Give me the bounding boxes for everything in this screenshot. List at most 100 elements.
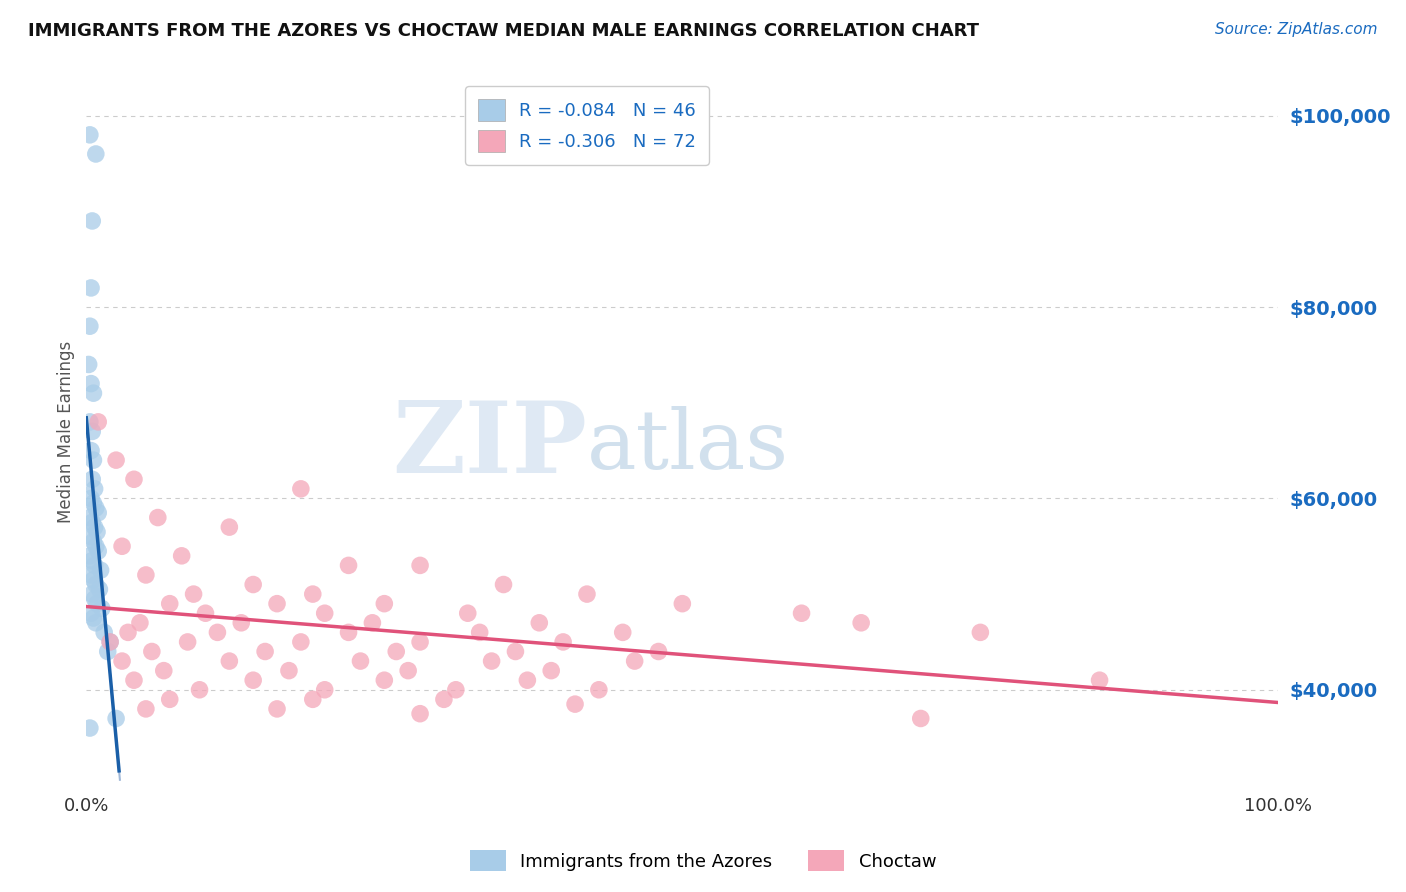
- Point: [80, 568, 103, 582]
- Point: [97, 644, 120, 658]
- Point: [188, 682, 211, 697]
- Point: [242, 673, 264, 688]
- Point: [194, 606, 217, 620]
- Point: [254, 644, 277, 658]
- Point: [82, 611, 104, 625]
- Text: ZIP: ZIP: [392, 397, 586, 494]
- Point: [141, 644, 163, 658]
- Point: [373, 597, 395, 611]
- Point: [105, 711, 128, 725]
- Point: [79, 721, 101, 735]
- Point: [468, 625, 491, 640]
- Point: [301, 692, 323, 706]
- Text: IMMIGRANTS FROM THE AZORES VS CHOCTAW MEDIAN MALE EARNINGS CORRELATION CHART: IMMIGRANTS FROM THE AZORES VS CHOCTAW ME…: [28, 22, 979, 40]
- Point: [79, 128, 101, 142]
- Point: [385, 644, 408, 658]
- Point: [83, 482, 105, 496]
- Point: [159, 692, 181, 706]
- Point: [231, 615, 253, 630]
- Point: [433, 692, 456, 706]
- Point: [529, 615, 551, 630]
- Point: [117, 625, 139, 640]
- Point: [84, 577, 107, 591]
- Point: [301, 587, 323, 601]
- Point: [83, 520, 105, 534]
- Point: [129, 615, 152, 630]
- Point: [159, 597, 181, 611]
- Point: [80, 376, 103, 391]
- Point: [266, 597, 288, 611]
- Point: [84, 500, 107, 515]
- Point: [82, 386, 104, 401]
- Point: [516, 673, 538, 688]
- Point: [82, 587, 104, 601]
- Legend: R = -0.084   N = 46, R = -0.306   N = 72: R = -0.084 N = 46, R = -0.306 N = 72: [465, 87, 709, 165]
- Point: [349, 654, 371, 668]
- Point: [111, 539, 134, 553]
- Point: [170, 549, 193, 563]
- Point: [98, 635, 121, 649]
- Point: [122, 673, 145, 688]
- Point: [152, 664, 174, 678]
- Point: [80, 281, 103, 295]
- Point: [409, 635, 432, 649]
- Point: [80, 443, 103, 458]
- Point: [105, 453, 128, 467]
- Point: [183, 587, 205, 601]
- Point: [84, 147, 107, 161]
- Point: [83, 591, 105, 606]
- Point: [84, 539, 107, 553]
- Text: Source: ZipAtlas.com: Source: ZipAtlas.com: [1215, 22, 1378, 37]
- Point: [647, 644, 669, 658]
- Point: [83, 558, 105, 573]
- Point: [77, 358, 100, 372]
- Point: [910, 711, 932, 725]
- Point: [79, 549, 101, 563]
- Point: [575, 587, 598, 601]
- Point: [396, 664, 419, 678]
- Point: [82, 496, 104, 510]
- Text: atlas: atlas: [586, 406, 789, 485]
- Point: [207, 625, 229, 640]
- Point: [90, 563, 112, 577]
- Point: [540, 664, 562, 678]
- Point: [87, 544, 110, 558]
- Point: [314, 606, 336, 620]
- Legend: Immigrants from the Azores, Choctaw: Immigrants from the Azores, Choctaw: [463, 843, 943, 879]
- Point: [122, 472, 145, 486]
- Point: [553, 635, 575, 649]
- Point: [612, 625, 634, 640]
- Point: [79, 415, 101, 429]
- Point: [218, 520, 240, 534]
- Point: [79, 510, 101, 524]
- Point: [314, 682, 336, 697]
- Point: [176, 635, 198, 649]
- Point: [457, 606, 479, 620]
- Point: [481, 654, 503, 668]
- Point: [849, 615, 872, 630]
- Point: [82, 553, 104, 567]
- Point: [266, 702, 288, 716]
- Point: [373, 673, 395, 688]
- Point: [492, 577, 515, 591]
- Point: [79, 319, 101, 334]
- Point: [82, 534, 104, 549]
- Point: [89, 582, 111, 597]
- Point: [98, 635, 121, 649]
- Point: [278, 664, 301, 678]
- Point: [82, 453, 104, 467]
- Point: [337, 558, 360, 573]
- Point: [82, 516, 104, 530]
- Point: [82, 425, 104, 439]
- Point: [671, 597, 693, 611]
- Point: [80, 606, 103, 620]
- Point: [242, 577, 264, 591]
- Point: [409, 706, 432, 721]
- Point: [146, 510, 169, 524]
- Point: [790, 606, 813, 620]
- Point: [82, 573, 104, 587]
- Point: [218, 654, 240, 668]
- Point: [93, 625, 115, 640]
- Point: [80, 491, 103, 506]
- Point: [564, 697, 586, 711]
